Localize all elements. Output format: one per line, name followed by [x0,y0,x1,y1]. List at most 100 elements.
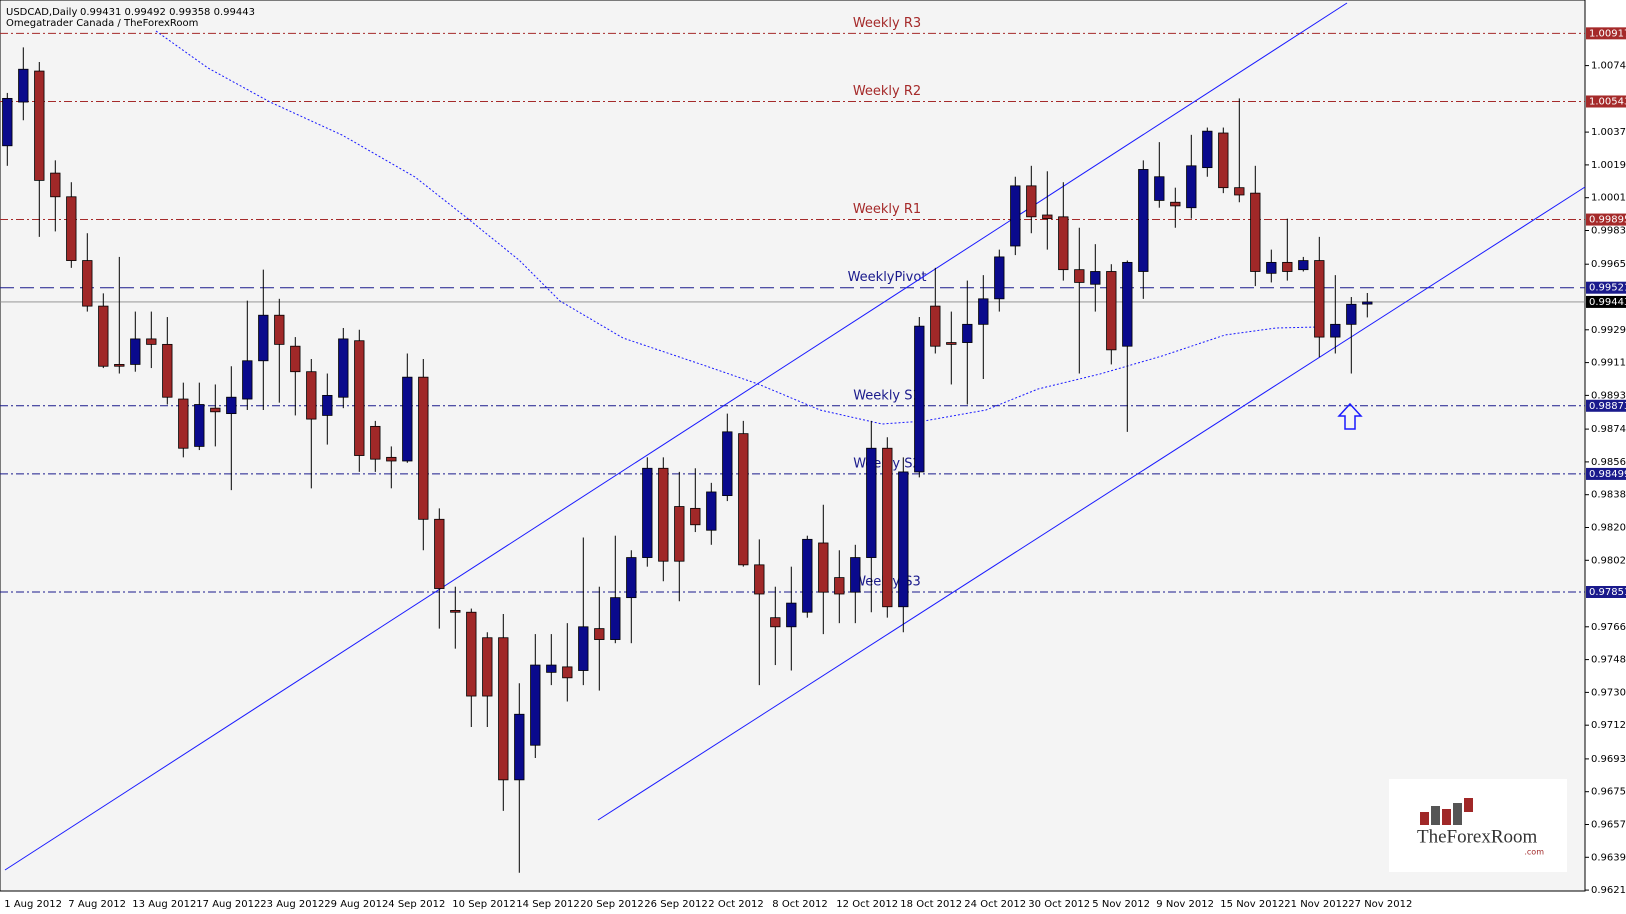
candle-body [642,467,653,558]
candle-body [754,564,765,595]
candle-body [1218,132,1229,189]
candle-body [962,323,973,343]
candle-body [114,364,125,367]
x-tick-label: 4 Sep 2012 [388,899,445,910]
moving-average [155,30,1319,425]
y-tick-label: 0.98565 [1591,457,1626,468]
candle-body [514,713,525,781]
y-tick-label: 0.98745 [1591,424,1626,435]
x-tick-label: 21 Nov 2012 [1284,899,1348,910]
candle-body [1090,271,1101,285]
logo-domain: .com [1524,848,1544,857]
quote: 0.99431 0.99492 0.99358 0.99443 [80,7,255,18]
candle-body [402,376,413,462]
candle-body [1298,260,1309,271]
candle-body [994,256,1005,300]
candle-body [1010,185,1021,247]
y-tick-label: 1.00195 [1591,160,1626,171]
candle-body [1314,260,1325,338]
candle-body [866,447,877,558]
candle-body [882,447,893,608]
candle-body [738,433,749,566]
candle-body [914,325,925,473]
candle-body [210,407,221,413]
level-price-box [1586,213,1626,226]
chart-title: USDCAD,Daily [6,7,77,18]
level-price: 1.00543 [1589,96,1626,107]
candle-body [466,611,477,697]
candle-body [386,456,397,462]
logo-text: TheForexRoom [1417,826,1538,847]
logo-box [1389,779,1567,872]
candle-body [626,557,637,599]
candle-body [290,345,301,373]
candle-body [1202,130,1213,169]
candle-body [418,376,429,520]
subtitle: Omegatrader Canada / TheForexRoom [6,18,198,29]
x-tick-label: 27 Nov 2012 [1348,899,1412,910]
candle-body [82,260,93,307]
candle-body [706,491,717,531]
candle-body [226,396,237,415]
level-price: 0.97851 [1589,587,1626,598]
candle-body [1122,261,1133,347]
y-tick-label: 0.96755 [1591,787,1626,798]
y-tick-label: 0.96395 [1591,852,1626,863]
candle-body [482,637,493,697]
candle-body [834,577,845,595]
y-tick-label: 0.96215 [1591,885,1626,896]
level-price-box [1586,27,1626,40]
channel-upper [4,2,1348,871]
axis-background [1585,0,1626,891]
logo-icon [1431,806,1440,825]
candle-body [66,196,77,261]
x-tick-label: 29 Aug 2012 [324,899,388,910]
candle-body [850,557,861,593]
level-price: 0.98499 [1589,469,1626,480]
level-price-box [1586,467,1626,480]
channel-lower [597,186,1586,821]
level-label: Weekly S1 [853,388,921,403]
level-price-box [1586,281,1626,294]
candle-body [338,338,349,398]
candle-body [146,338,157,345]
candle-body [2,97,13,147]
x-tick-label: 14 Sep 2012 [516,899,579,910]
candle-body [50,172,61,198]
candle-body [498,637,509,781]
x-tick-label: 10 Sep 2012 [452,899,515,910]
x-tick-label: 26 Sep 2012 [644,899,707,910]
candle-body [610,597,621,640]
y-tick-label: 0.96935 [1591,754,1626,765]
x-tick-label: 17 Aug 2012 [196,899,260,910]
drawings [4,2,1586,871]
candle-body [306,371,317,420]
candle-body [978,298,989,325]
candle-body [98,305,109,367]
candle-body [370,425,381,460]
x-tick-label: 30 Oct 2012 [1028,899,1090,910]
y-tick-label: 0.98385 [1591,490,1626,501]
x-tick-label: 8 Oct 2012 [772,899,827,910]
candle-body [450,609,461,613]
y-tick-label: 0.99835 [1591,225,1626,236]
candle-body [946,342,957,345]
candle-body [162,343,173,398]
x-tick-label: 2 Oct 2012 [708,899,763,910]
level-price: 0.99895 [1589,215,1626,226]
candle-body [1026,185,1037,218]
candle-body [818,542,829,593]
logo-icon [1464,798,1473,812]
x-tick-label: 9 Nov 2012 [1156,899,1214,910]
candle-body [1250,192,1261,272]
candle-body [770,617,781,628]
level-price: 0.99521 [1589,283,1626,294]
y-tick-label: 1.00740 [1591,61,1626,72]
candle-body [178,398,189,449]
plot-area [0,0,1586,892]
